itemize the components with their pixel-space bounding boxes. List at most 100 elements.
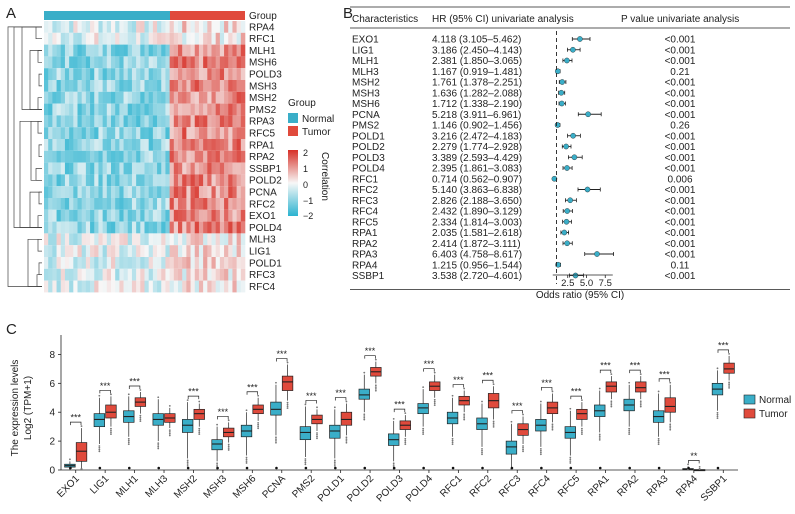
heatmap-cell	[219, 32, 225, 45]
heatmap-cell	[215, 162, 221, 175]
box-outlier	[257, 425, 260, 428]
heatmap-cell	[136, 233, 141, 246]
heatmap-cell	[52, 245, 57, 257]
heatmap-cell	[228, 91, 233, 104]
heatmap-cell	[215, 32, 221, 45]
box-outlier	[286, 361, 289, 364]
heatmap-cell	[85, 103, 91, 116]
heatmap-cell	[161, 233, 166, 246]
heatmap-cell	[203, 174, 208, 187]
heatmap-cell	[127, 162, 133, 175]
heatmap-cell	[48, 186, 53, 198]
boxplot-y-label-line2: Log2 (TPM+1)	[23, 376, 34, 440]
heatmap-cell	[85, 162, 91, 175]
heatmap-cell	[203, 245, 208, 257]
heatmap-cell	[190, 245, 196, 257]
heatmap-cell	[52, 198, 57, 210]
significance-label: ***	[718, 340, 729, 350]
forest-gene-label: LIG1	[352, 45, 374, 56]
heatmap-cell	[152, 233, 158, 246]
heatmap-cell	[228, 68, 233, 80]
box-outlier	[551, 425, 554, 428]
heatmap-cell	[94, 91, 99, 104]
heatmap-cell	[60, 103, 66, 116]
significance-bracket	[364, 355, 376, 359]
box-outlier	[168, 404, 171, 407]
heatmap-cell	[173, 257, 179, 269]
heatmap-cell	[94, 115, 99, 128]
heatmap-cell	[85, 174, 91, 187]
heatmap-cell	[123, 103, 129, 116]
heatmap-cell	[219, 44, 225, 57]
heatmap-cell	[73, 56, 78, 69]
box-outlier	[80, 425, 83, 428]
heatmap-cell	[90, 56, 95, 69]
heatmap-cell	[131, 103, 137, 116]
heatmap-cell	[102, 91, 108, 104]
heatmap-cell	[94, 21, 99, 33]
heatmap-cell	[207, 209, 212, 222]
heatmap-cell	[219, 174, 225, 187]
heatmap-cell	[157, 174, 162, 187]
heatmap-cell	[44, 56, 49, 69]
heatmap-cell	[161, 80, 166, 92]
heatmap-cell	[152, 56, 158, 69]
significance-label: ***	[571, 387, 582, 397]
heatmap-cell	[236, 186, 242, 198]
heatmap-cell	[123, 80, 129, 92]
box-normal	[270, 401, 282, 416]
heatmap-cell	[152, 115, 158, 128]
heatmap-cell	[182, 68, 187, 80]
box-outlier	[422, 431, 425, 434]
heatmap-cell	[119, 150, 124, 163]
heatmap-cell	[102, 198, 108, 210]
heatmap-cell	[182, 209, 187, 222]
heatmap-cell	[140, 280, 145, 293]
heatmap-cell	[127, 115, 133, 128]
box-outlier	[669, 425, 672, 428]
heatmap-cell	[161, 209, 166, 222]
box-outlier	[316, 435, 318, 438]
heatmap-cell	[81, 91, 87, 104]
box-tumor	[605, 381, 617, 393]
heatmap-cell	[236, 115, 242, 128]
heatmap-cell	[157, 68, 162, 80]
heatmap-cell	[69, 268, 74, 281]
forest-p-value: <0.001	[665, 153, 696, 164]
heatmap-cell	[111, 80, 116, 92]
heatmap-cell	[123, 56, 129, 69]
heatmap-cell	[98, 127, 103, 139]
heatmap-cell	[190, 150, 196, 163]
heatmap-cell	[127, 209, 133, 222]
heatmap-cell	[119, 103, 124, 116]
forest-hr-text: 1.636 (1.282–2.088)	[432, 88, 522, 99]
heatmap-cell	[215, 257, 221, 269]
heatmap-cell	[173, 245, 179, 257]
heatmap-cell	[182, 221, 187, 234]
heatmap-cell	[178, 32, 183, 45]
forest-point-estimate	[558, 89, 565, 96]
box-outlier	[139, 389, 142, 391]
box-outlier	[227, 419, 230, 422]
heatmap-cell	[81, 80, 87, 92]
heatmap-cell	[56, 174, 62, 187]
heatmap-cell	[52, 91, 57, 104]
heatmap-cell	[203, 198, 208, 210]
heatmap-cell	[106, 150, 112, 163]
heatmap-cell	[102, 280, 108, 293]
heatmap-cell	[182, 198, 187, 210]
heatmap-cell	[44, 44, 49, 57]
heatmap-cell	[73, 268, 78, 281]
forest-hr-text: 4.118 (3.105–5.462)	[432, 35, 521, 46]
heatmap-cell	[207, 245, 212, 257]
heatmap-cell	[60, 115, 66, 128]
heatmap-cell	[81, 245, 87, 257]
heatmap-cell	[69, 221, 74, 234]
heatmap-cell	[69, 209, 74, 222]
heatmap-cell	[186, 56, 191, 69]
heatmap-cell	[169, 221, 175, 234]
heatmap-cell	[178, 115, 183, 128]
heatmap-cell	[94, 80, 99, 92]
heatmap-cell	[152, 209, 158, 222]
